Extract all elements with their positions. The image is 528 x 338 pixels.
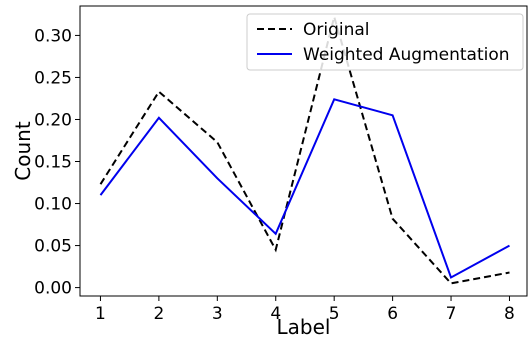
x-tick-label: 3 (212, 304, 223, 324)
x-axis-label: Label (277, 315, 331, 338)
y-tick-label: 0.15 (34, 153, 72, 173)
y-tick-label: 0.25 (34, 68, 72, 88)
x-tick-label: 5 (329, 304, 340, 324)
x-tick-label: 1 (95, 304, 106, 324)
series-layer (99, 13, 510, 285)
x-tick-label: 8 (504, 304, 515, 324)
legend: Original Weighted Augmentation (246, 13, 524, 71)
x-tick-label: 6 (387, 304, 398, 324)
x-tick-label: 2 (153, 304, 164, 324)
y-tick-label: 0.10 (34, 195, 72, 215)
y-axis-label: Count (11, 121, 35, 181)
y-tick-label: 0.05 (34, 237, 72, 257)
x-axis-ticks: 1 2 3 4 5 6 7 8 (95, 296, 515, 324)
series-line-weighted-augmentation (99, 98, 510, 279)
legend-label: Weighted Augmentation (303, 45, 510, 65)
x-tick-label: 4 (270, 304, 281, 324)
y-tick-label: 0.20 (34, 110, 72, 130)
y-tick-label: 0.00 (34, 279, 72, 299)
y-axis-ticks: 0.00 0.05 0.10 0.15 0.20 0.25 0.30 (34, 26, 80, 299)
series-line-original (99, 13, 510, 285)
y-tick-label: 0.30 (34, 26, 72, 46)
x-tick-label: 7 (446, 304, 457, 324)
legend-box (246, 13, 524, 71)
legend-label: Original (303, 20, 370, 40)
plot-area (79, 5, 528, 297)
plot-frame (79, 5, 528, 297)
